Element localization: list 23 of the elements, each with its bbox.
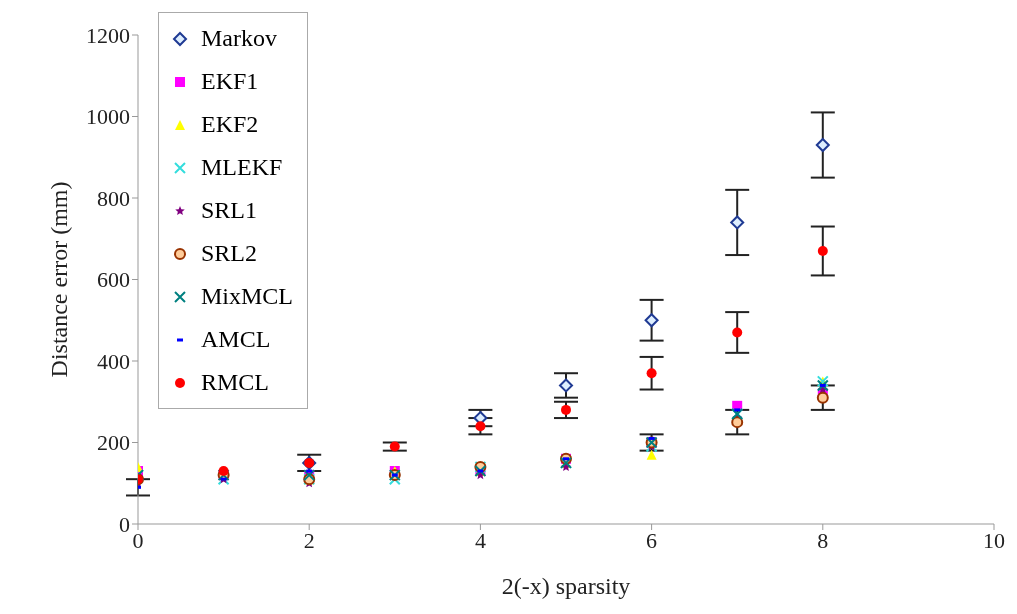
legend-label: RMCL [201,369,270,396]
x-tick-label: 8 [817,527,829,553]
y-tick-label: 1000 [86,104,130,130]
y-tick-label: 600 [97,267,130,293]
legend-label: EKF2 [201,111,259,138]
legend-label: EKF1 [201,68,259,95]
legend-label: SRL2 [201,240,258,267]
x-tick-label: 10 [983,527,1005,553]
x-tick-label: 2 [303,527,315,553]
x-axis-title: 2(-x) sparsity [501,573,631,599]
legend-label: AMCL [201,326,271,353]
legend-label: SRL1 [201,197,258,224]
x-tick-label: 4 [474,527,486,553]
y-axis-title: Distance error (mm) [45,181,72,378]
y-tick-label: 800 [97,185,130,211]
y-tick-label: 0 [119,511,130,537]
y-tick-label: 1200 [86,22,130,48]
legend-label: Markov [201,25,277,52]
y-tick-label: 400 [97,348,130,374]
legend-label: MLEKF [201,154,283,181]
y-tick-label: 200 [97,430,130,456]
legend-label: MixMCL [201,283,294,310]
x-tick-label: 6 [646,527,658,553]
